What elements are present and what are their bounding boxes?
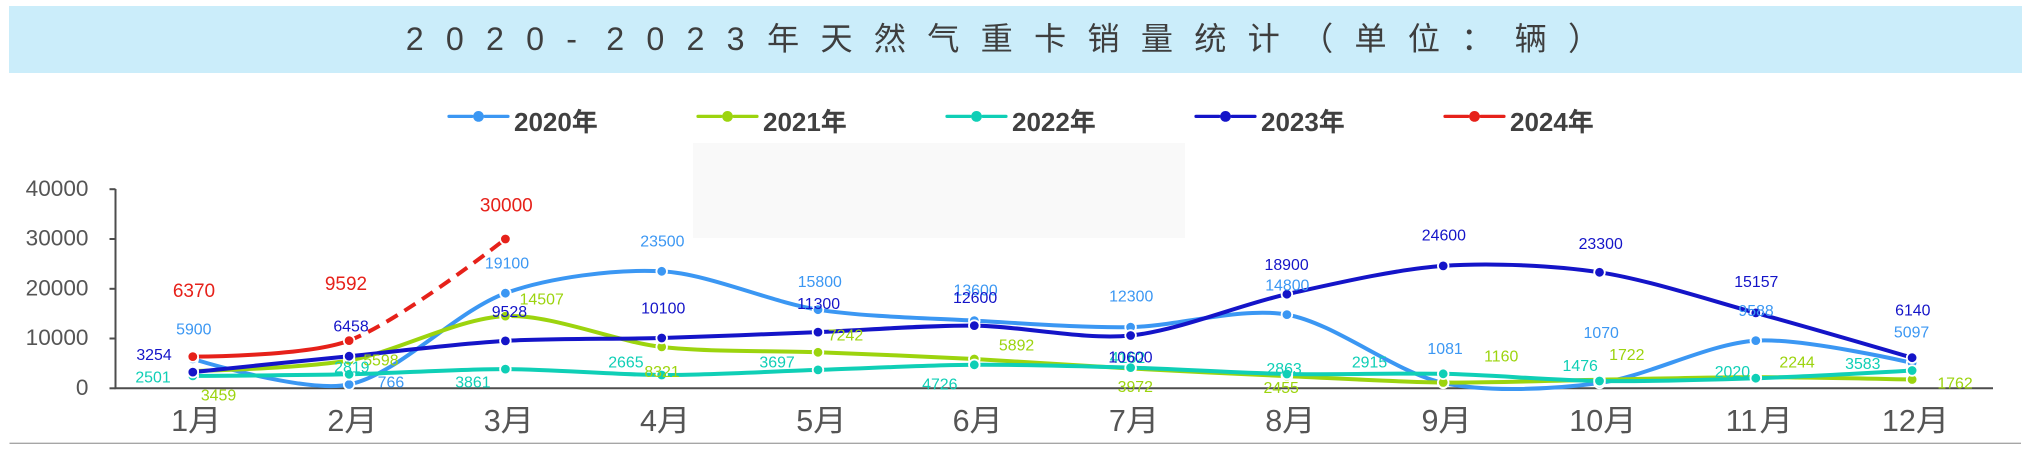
svg-text:7242: 7242 <box>828 328 864 345</box>
svg-text:-: - <box>566 21 577 57</box>
svg-text:2: 2 <box>687 21 705 57</box>
svg-text:18900: 18900 <box>1264 257 1308 274</box>
svg-text:23500: 23500 <box>640 234 684 251</box>
svg-text:14800: 14800 <box>1265 277 1309 294</box>
svg-text:3861: 3861 <box>455 374 491 391</box>
svg-text:7: 7 <box>1109 404 1126 438</box>
svg-text:5900: 5900 <box>176 321 212 338</box>
svg-text:15157: 15157 <box>1734 274 1778 291</box>
svg-text:13600: 13600 <box>953 283 997 300</box>
svg-text:1722: 1722 <box>1609 347 1645 364</box>
svg-text:5097: 5097 <box>1894 324 1930 341</box>
svg-text:9528: 9528 <box>492 304 528 321</box>
svg-text:3697: 3697 <box>759 354 795 371</box>
svg-text:1762: 1762 <box>1937 376 1973 393</box>
svg-text:6: 6 <box>953 404 970 438</box>
svg-text:3459: 3459 <box>201 388 237 405</box>
svg-text:2: 2 <box>406 21 424 57</box>
svg-text:2863: 2863 <box>1266 361 1302 378</box>
svg-text:3972: 3972 <box>1118 379 1154 396</box>
svg-text:2665: 2665 <box>608 354 644 371</box>
svg-text:2819: 2819 <box>334 360 370 377</box>
svg-text:12600: 12600 <box>953 290 997 307</box>
svg-text:14507: 14507 <box>520 292 564 309</box>
svg-text:2915: 2915 <box>1352 354 1388 371</box>
svg-text:1081: 1081 <box>1427 341 1463 358</box>
svg-text:3: 3 <box>484 404 501 438</box>
svg-text:1: 1 <box>171 404 188 438</box>
svg-text:11300: 11300 <box>797 296 840 313</box>
svg-text:10000: 10000 <box>26 325 89 350</box>
svg-text:6370: 6370 <box>173 281 215 302</box>
svg-text:4162: 4162 <box>1110 350 1146 367</box>
svg-text:0: 0 <box>526 21 544 57</box>
svg-text:2022: 2022 <box>1012 107 1070 137</box>
svg-text:4726: 4726 <box>922 376 958 393</box>
svg-text:9592: 9592 <box>325 274 367 295</box>
svg-text:1476: 1476 <box>1563 358 1599 375</box>
svg-text:9588: 9588 <box>1738 303 1774 320</box>
svg-text:6140: 6140 <box>1895 302 1931 319</box>
svg-text:15800: 15800 <box>798 274 842 291</box>
svg-text:2023: 2023 <box>1261 107 1319 137</box>
svg-text:3: 3 <box>727 21 745 57</box>
svg-text:12: 12 <box>1882 404 1916 438</box>
svg-text:4: 4 <box>640 404 657 438</box>
svg-text:5598: 5598 <box>363 353 399 370</box>
svg-text:9: 9 <box>1422 404 1439 438</box>
svg-text:10100: 10100 <box>641 301 685 318</box>
svg-text:5892: 5892 <box>999 337 1035 354</box>
svg-text:2501: 2501 <box>135 370 171 387</box>
svg-text:2455: 2455 <box>1264 380 1300 397</box>
svg-text:3583: 3583 <box>1845 356 1881 373</box>
svg-text:30000: 30000 <box>480 196 533 217</box>
svg-text:24600: 24600 <box>1422 228 1466 245</box>
svg-text:11: 11 <box>1726 404 1758 438</box>
svg-text:2: 2 <box>606 21 624 57</box>
svg-text:1160: 1160 <box>1484 349 1518 366</box>
svg-text:30000: 30000 <box>26 226 89 251</box>
svg-text:0: 0 <box>446 21 464 57</box>
svg-text:2: 2 <box>486 21 504 57</box>
svg-text:2021: 2021 <box>763 107 821 137</box>
svg-text:20000: 20000 <box>26 275 89 300</box>
svg-text:40000: 40000 <box>26 176 89 201</box>
svg-text:19100: 19100 <box>485 256 529 273</box>
svg-text:2020: 2020 <box>514 107 572 137</box>
svg-text:3254: 3254 <box>136 347 172 364</box>
svg-text:2: 2 <box>327 404 344 438</box>
svg-text:10600: 10600 <box>1108 350 1152 367</box>
svg-text:8: 8 <box>1265 404 1282 438</box>
svg-text:10: 10 <box>1569 404 1603 438</box>
svg-text:8321: 8321 <box>644 364 680 381</box>
svg-text:1070: 1070 <box>1584 325 1620 342</box>
svg-text:2024: 2024 <box>1510 107 1568 137</box>
svg-text:766: 766 <box>378 375 405 392</box>
svg-text:5: 5 <box>796 404 813 438</box>
svg-text:0: 0 <box>76 375 89 400</box>
svg-text:6458: 6458 <box>333 319 369 336</box>
svg-text:2020: 2020 <box>1715 364 1751 381</box>
svg-text:0: 0 <box>646 21 664 57</box>
svg-text:23300: 23300 <box>1579 236 1623 253</box>
svg-text:2244: 2244 <box>1779 354 1815 371</box>
svg-text:12300: 12300 <box>1109 289 1153 306</box>
